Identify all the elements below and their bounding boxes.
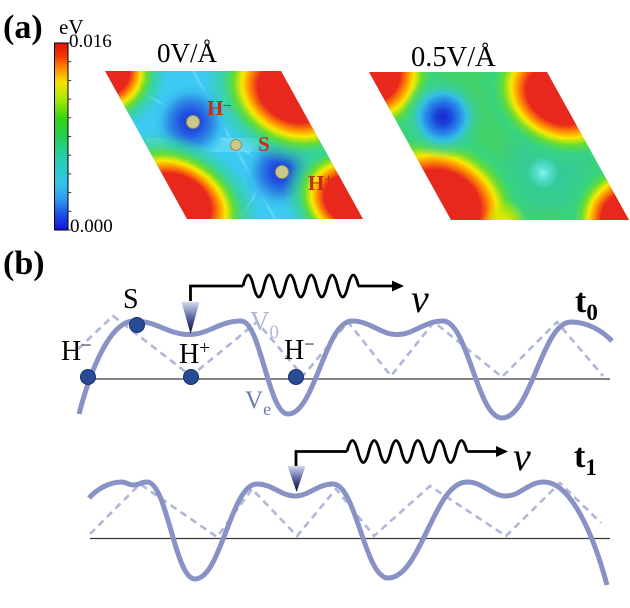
- svg-text:(b): (b): [3, 245, 45, 282]
- svg-text:0.000: 0.000: [70, 216, 113, 237]
- svg-text:v: v: [513, 434, 531, 479]
- svg-text:eV: eV: [59, 15, 84, 39]
- svg-text:(a): (a): [3, 9, 43, 46]
- svg-text:0V/Å: 0V/Å: [157, 38, 218, 68]
- svg-text:S: S: [123, 284, 139, 315]
- svg-text:H–: H–: [207, 96, 231, 120]
- svg-text:v: v: [411, 276, 429, 321]
- svg-text:0.016: 0.016: [69, 31, 112, 52]
- svg-text:0.5V/Å: 0.5V/Å: [411, 42, 496, 73]
- svg-text:S: S: [258, 132, 270, 156]
- svg-text:H+: H+: [179, 338, 210, 370]
